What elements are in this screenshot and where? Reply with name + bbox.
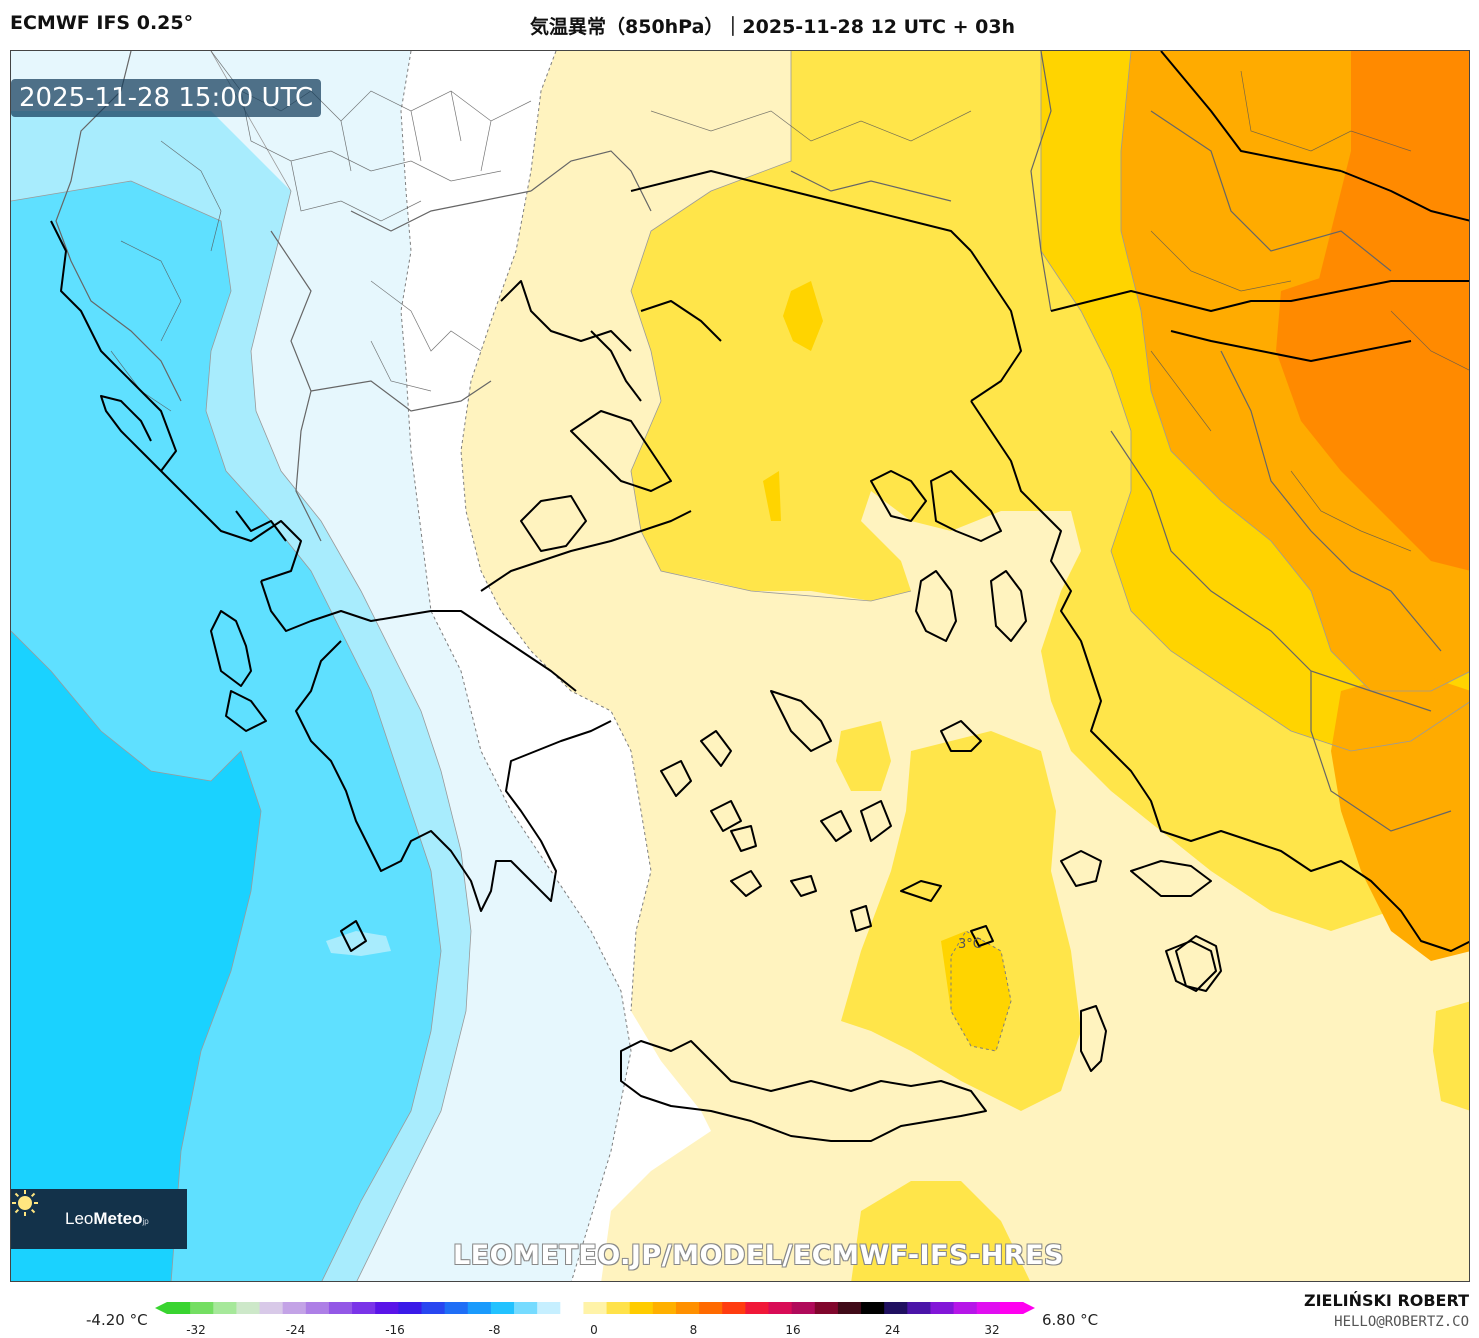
- contour-label-3c: 3°C: [958, 937, 982, 952]
- colorbar-swatch: [791, 1302, 816, 1314]
- colorbar-swatch: [213, 1302, 237, 1314]
- field-warm-deep-2: [1276, 271, 1469, 571]
- colorbar-swatch: [167, 1302, 191, 1314]
- colorbar-swatch: [421, 1302, 446, 1314]
- colorbar-swatch: [514, 1302, 538, 1314]
- colorbar-swatch: [953, 1302, 978, 1314]
- colorbar-swatch: [907, 1302, 931, 1314]
- sun-icon: [12, 1190, 38, 1216]
- colorbar-swatch: [837, 1302, 862, 1314]
- colorbar-swatch: [282, 1302, 307, 1314]
- colorbar-tick-label: -8: [488, 1323, 501, 1337]
- colorbar-swatch: [444, 1302, 469, 1314]
- admin-boundaries: [110, 51, 1469, 552]
- colorbar-swatch: [745, 1302, 770, 1314]
- colorbar-swatch: [675, 1302, 700, 1314]
- map-canvas: 3°C: [11, 51, 1469, 1281]
- colorbar-swatch: [930, 1302, 955, 1314]
- colorbar-swatch: [375, 1302, 399, 1314]
- colorbar-swatch: [699, 1302, 723, 1314]
- colorbar-swatch: [814, 1302, 839, 1314]
- field-warm-light-south: [841, 731, 1081, 1111]
- logo-wordmark: LeoMeteojp: [65, 1209, 149, 1228]
- colorbar-swatch: [768, 1302, 793, 1314]
- colorbar-swatch: [537, 1302, 561, 1314]
- field-warm-light-blob-2: [1433, 1001, 1469, 1111]
- field-warm-orange-se: [1331, 671, 1469, 961]
- colorbar-swatch: [999, 1302, 1024, 1314]
- field-warm-mid-blob-3: [763, 471, 781, 521]
- colorbar-swatch: [861, 1302, 885, 1314]
- model-name: ECMWF IFS 0.25°: [10, 12, 194, 34]
- colorbar-tick-label: -32: [186, 1323, 206, 1337]
- colorbar-swatch: [490, 1302, 515, 1314]
- author-name: ZIELIŃSKI ROBERT: [1303, 1291, 1469, 1310]
- coastlines: [50, 51, 1469, 1142]
- colorbar-tick-label: 24: [884, 1323, 901, 1337]
- colorbar-max-label: 6.80 °C: [1042, 1311, 1099, 1329]
- colorbar-tick-label: 32: [984, 1323, 1000, 1337]
- colorbar-swatch: [305, 1302, 330, 1314]
- colorbar-tick-label: 8: [689, 1323, 698, 1337]
- colorbar-tick-label: -16: [385, 1323, 405, 1337]
- colorbar-left-arrow: [155, 1302, 167, 1314]
- field-warm-mid-blob: [941, 931, 1011, 1051]
- colorbar-swatch: [884, 1302, 908, 1314]
- author-email[interactable]: HELLO@ROBERTZ.CO: [1334, 1314, 1469, 1330]
- field-warm-mid-blob-2: [783, 281, 823, 351]
- field-warm-light-blob-1: [836, 721, 891, 791]
- colorbar-swatch: [722, 1302, 746, 1314]
- contour-lines: [400, 51, 1012, 1281]
- colorbar-swatch: [190, 1302, 214, 1314]
- colorbar-swatch: [583, 1302, 608, 1314]
- temperature-anomaly-map[interactable]: 3°C 2025-11-28 15:00 UTC LeoMeteojp: [10, 50, 1470, 1282]
- colorbar-tick-label: 16: [785, 1323, 801, 1337]
- field-cold-light-island: [326, 931, 391, 956]
- colorbar-swatch: [606, 1302, 631, 1314]
- country-borders: [55, 51, 1452, 832]
- colorbar-swatch: [259, 1302, 284, 1314]
- colorbar-swatch: [328, 1302, 353, 1314]
- colorbar-swatch: [629, 1302, 654, 1314]
- colorbar-swatch: [352, 1302, 376, 1314]
- field-cold-strong: [11, 631, 261, 1281]
- colorbar-swatch: [976, 1302, 1001, 1314]
- colorbar-swatch: [236, 1302, 261, 1314]
- colorbar-swatch: [560, 1302, 584, 1314]
- field-warm-light-crete-south: [851, 1181, 1031, 1281]
- colorbar-min-label: -4.20 °C: [86, 1311, 148, 1329]
- valid-time-badge: 2025-11-28 15:00 UTC: [11, 79, 322, 117]
- colorbar-tick-label: 0: [590, 1323, 598, 1337]
- leometeo-logo[interactable]: LeoMeteojp: [11, 1189, 187, 1249]
- chart-title: 気温異常（850hPa）｜2025-11-28 12 UTC + 03h: [530, 16, 1016, 38]
- colorbar-swatch: [467, 1302, 492, 1314]
- colorbar-swatch: [652, 1302, 677, 1314]
- colorbar-swatch: [398, 1302, 422, 1314]
- source-url-watermark: LEOMETEO.JP/MODEL/ECMWF-IFS-HRES: [453, 1240, 1064, 1271]
- colorbar-tick-label: -24: [285, 1323, 306, 1337]
- colorbar-right-arrow: [1023, 1302, 1035, 1314]
- colorbar: [155, 1302, 1035, 1314]
